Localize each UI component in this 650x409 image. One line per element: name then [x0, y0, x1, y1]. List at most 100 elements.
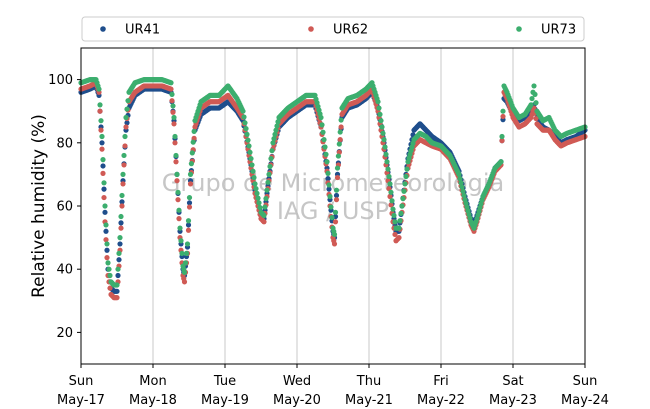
data-point — [268, 156, 274, 162]
data-point — [121, 152, 127, 159]
data-point — [376, 105, 382, 111]
data-point — [99, 146, 105, 152]
x-tick-day: Sun — [573, 374, 598, 389]
legend-marker-ur41 — [100, 26, 106, 32]
data-point — [119, 199, 125, 205]
data-point — [172, 140, 178, 146]
data-point — [383, 151, 389, 157]
data-point — [500, 113, 506, 120]
data-point — [171, 121, 177, 127]
data-point — [190, 139, 196, 145]
data-point — [333, 187, 340, 193]
data-point — [179, 250, 185, 256]
legend-label-ur62: UR62 — [333, 23, 368, 38]
data-point — [500, 108, 506, 114]
data-point — [102, 203, 108, 209]
data-point — [119, 203, 125, 209]
data-point — [388, 202, 394, 208]
data-point — [388, 189, 394, 195]
data-point — [255, 195, 261, 201]
data-point — [120, 171, 126, 177]
data-point — [329, 214, 335, 221]
data-point — [382, 144, 388, 150]
data-point — [270, 140, 276, 146]
data-point — [97, 108, 103, 114]
x-tick-day: Wed — [283, 374, 311, 389]
data-point — [262, 204, 268, 210]
data-point — [169, 98, 175, 104]
data-point — [119, 192, 125, 199]
data-point — [104, 255, 110, 261]
data-point — [533, 100, 539, 106]
data-point — [114, 282, 120, 288]
data-point — [271, 135, 277, 142]
data-point — [105, 260, 111, 266]
data-point — [177, 225, 183, 231]
data-point — [100, 157, 106, 163]
data-point — [107, 285, 113, 291]
data-point — [186, 194, 193, 201]
data-point — [106, 266, 112, 272]
data-point — [124, 106, 130, 112]
legend: UR41 UR62 UR73 — [81, 16, 585, 42]
data-point — [461, 192, 467, 199]
data-point — [124, 120, 130, 126]
data-point — [403, 173, 409, 180]
data-point — [375, 99, 381, 105]
data-point — [185, 222, 192, 228]
data-point — [261, 212, 267, 219]
data-point — [336, 141, 342, 147]
data-point — [499, 133, 505, 140]
data-point — [99, 140, 105, 146]
data-point — [187, 181, 194, 187]
data-point — [250, 168, 256, 174]
data-point — [320, 129, 326, 135]
axis-layer: Sun May-17 Mon May-18 Tue May-19 Wed May-20 Thu M… — [48, 73, 609, 408]
data-point — [115, 266, 121, 272]
legend-label-ur41: UR41 — [125, 23, 160, 38]
data-point — [269, 148, 275, 154]
data-point — [397, 218, 403, 224]
data-point — [242, 120, 248, 126]
watermark-line-1: Grupo de Micrometeorologia — [162, 169, 504, 197]
data-point — [184, 241, 191, 247]
data-point — [104, 247, 110, 253]
data-point — [96, 86, 102, 92]
data-point — [186, 204, 193, 210]
data-point — [100, 163, 106, 169]
legend-marker-ur73 — [516, 26, 522, 32]
watermark: Grupo de Micrometeorologia IAG / USP — [162, 169, 504, 225]
data-point — [118, 213, 124, 220]
data-point — [326, 182, 332, 188]
data-point — [101, 194, 107, 201]
data-point — [170, 103, 176, 109]
data-point — [265, 179, 271, 185]
data-point — [257, 204, 263, 211]
data-point — [123, 114, 129, 121]
x-tick-date: May-18 — [129, 393, 177, 408]
data-point — [191, 128, 197, 135]
x-tick-day: Sat — [502, 374, 523, 389]
data-point — [334, 174, 341, 181]
x-tick-date: May-23 — [489, 393, 537, 408]
data-point — [185, 218, 192, 224]
data-point — [531, 83, 537, 89]
data-point — [381, 137, 387, 143]
x-tick-date: May-19 — [201, 393, 249, 408]
data-point — [122, 133, 128, 140]
data-point — [103, 222, 109, 228]
data-point — [245, 137, 251, 143]
data-point — [264, 187, 270, 193]
data-point — [104, 241, 110, 247]
data-point — [252, 181, 258, 187]
data-point — [183, 250, 190, 256]
data-point — [379, 124, 385, 130]
data-point — [169, 91, 175, 97]
data-point — [456, 171, 462, 177]
data-point — [386, 173, 392, 180]
data-point — [98, 118, 104, 124]
data-point — [171, 114, 177, 121]
data-point — [274, 123, 280, 129]
data-point — [174, 178, 180, 184]
data-point — [247, 149, 253, 155]
